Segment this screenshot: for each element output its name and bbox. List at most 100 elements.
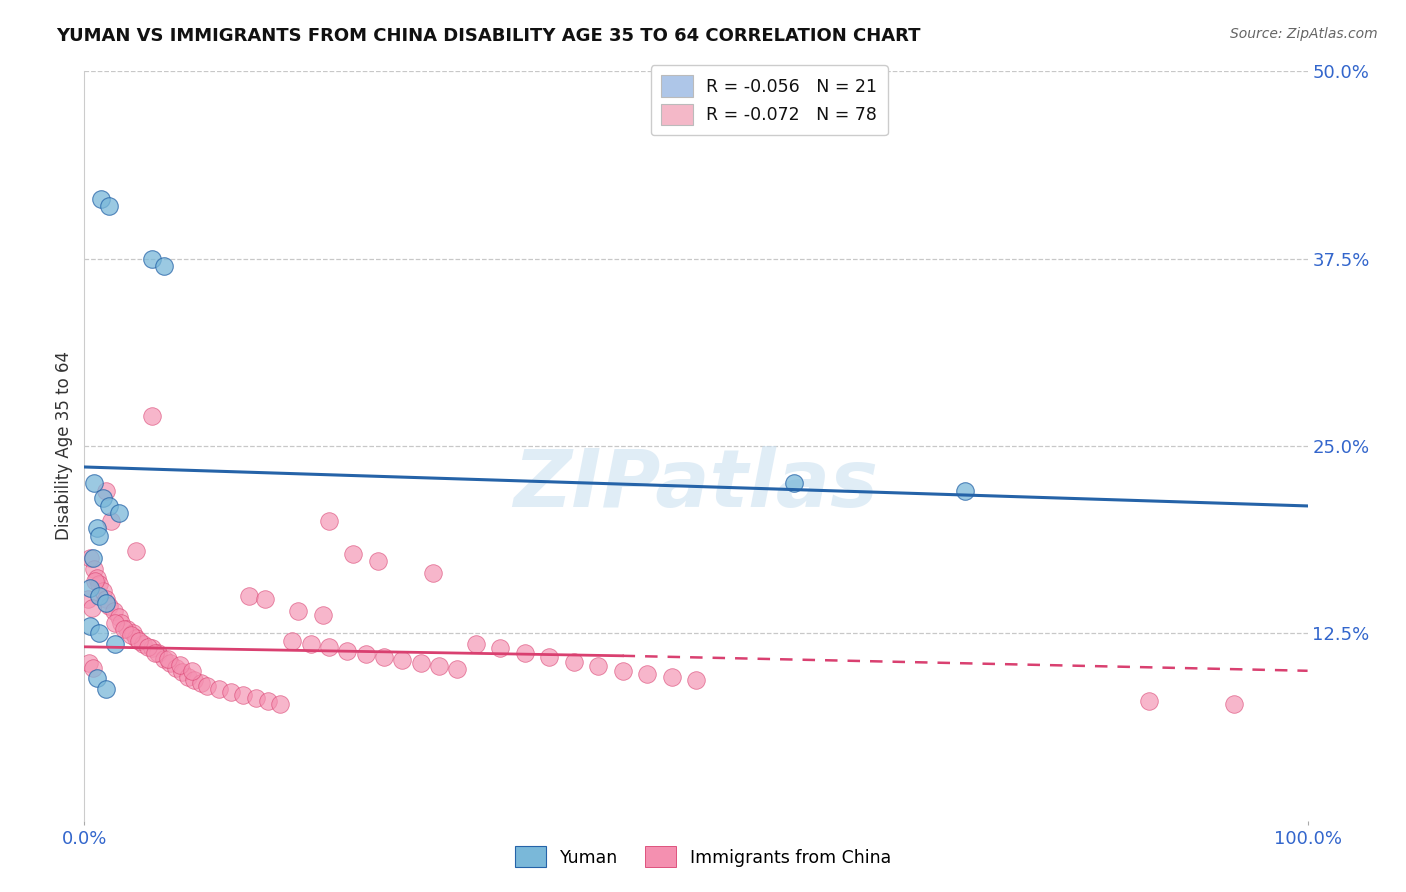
Point (513, 646, 536, 660)
Point (97, 599, 120, 614)
Point (269, 697, 291, 711)
Point (489, 641, 512, 656)
Point (122, 626, 145, 640)
Point (232, 688, 254, 702)
Point (125, 544, 148, 558)
Point (612, 664, 634, 678)
Point (77, 591, 100, 606)
Point (464, 637, 486, 651)
Point (86, 671, 108, 685)
Point (136, 640, 159, 654)
Point (96, 681, 118, 696)
Point (79, 551, 101, 566)
Point (153, 259, 176, 273)
Point (107, 507, 129, 521)
Point (87, 529, 110, 543)
Point (538, 650, 561, 665)
Point (238, 589, 260, 603)
Point (409, 657, 432, 671)
Point (391, 653, 413, 667)
Point (82, 551, 104, 566)
Point (281, 633, 304, 648)
Point (169, 657, 191, 672)
Point (146, 646, 169, 660)
Point (446, 662, 468, 676)
Point (318, 514, 340, 528)
Point (141, 641, 163, 656)
Point (132, 637, 155, 651)
Point (183, 673, 205, 687)
Y-axis label: Disability Age 35 to 64: Disability Age 35 to 64 (55, 351, 73, 541)
Point (86, 521, 108, 535)
Point (190, 675, 212, 690)
Point (153, 652, 176, 666)
Point (83, 562, 105, 576)
Point (141, 409, 163, 423)
Point (172, 665, 194, 680)
Point (312, 608, 335, 623)
Point (953, 483, 976, 498)
Point (181, 664, 204, 678)
Point (562, 655, 585, 669)
Point (104, 637, 127, 651)
Point (97, 499, 120, 513)
Legend: Yuman, Immigrants from China: Yuman, Immigrants from China (508, 839, 898, 874)
Point (165, 661, 187, 675)
Point (141, 252, 163, 266)
Point (84, 574, 107, 588)
Point (107, 610, 129, 624)
Point (783, 476, 806, 491)
Point (103, 604, 125, 618)
Point (195, 679, 218, 693)
Point (110, 615, 132, 630)
Point (177, 670, 200, 684)
Point (254, 591, 277, 606)
Point (115, 622, 138, 636)
Point (1137, 694, 1160, 708)
Point (79, 582, 101, 596)
Point (104, 615, 127, 630)
Text: ZIPatlas: ZIPatlas (513, 446, 879, 524)
Point (96, 596, 118, 610)
Point (342, 547, 364, 561)
Point (427, 659, 450, 673)
Point (245, 690, 267, 705)
Point (86, 571, 108, 585)
Point (159, 657, 181, 671)
Point (90, 192, 112, 206)
Legend: R = -0.056   N = 21, R = -0.072   N = 78: R = -0.056 N = 21, R = -0.072 N = 78 (651, 65, 887, 136)
Point (128, 633, 150, 648)
Point (97, 199, 120, 213)
Point (208, 681, 231, 696)
Point (336, 644, 359, 658)
Point (120, 628, 142, 642)
Point (82, 661, 104, 675)
Point (87, 577, 110, 591)
Text: YUMAN VS IMMIGRANTS FROM CHINA DISABILITY AGE 35 TO 64 CORRELATION CHART: YUMAN VS IMMIGRANTS FROM CHINA DISABILIT… (56, 27, 921, 45)
Point (96, 591, 118, 606)
Point (125, 631, 148, 645)
Point (318, 640, 340, 654)
Point (373, 650, 395, 665)
Point (112, 622, 135, 636)
Point (367, 554, 389, 568)
Point (636, 666, 658, 681)
Point (586, 659, 609, 673)
Point (1223, 697, 1246, 711)
Point (79, 619, 101, 633)
Point (422, 566, 444, 581)
Point (685, 673, 707, 687)
Point (354, 648, 377, 662)
Point (219, 685, 242, 699)
Point (100, 514, 122, 528)
Point (87, 589, 110, 603)
Point (287, 604, 309, 618)
Point (96, 483, 118, 498)
Point (143, 646, 166, 660)
Point (156, 652, 179, 666)
Point (91, 584, 114, 599)
Point (80, 600, 103, 615)
Point (661, 670, 683, 684)
Point (83, 476, 105, 491)
Point (257, 694, 280, 708)
